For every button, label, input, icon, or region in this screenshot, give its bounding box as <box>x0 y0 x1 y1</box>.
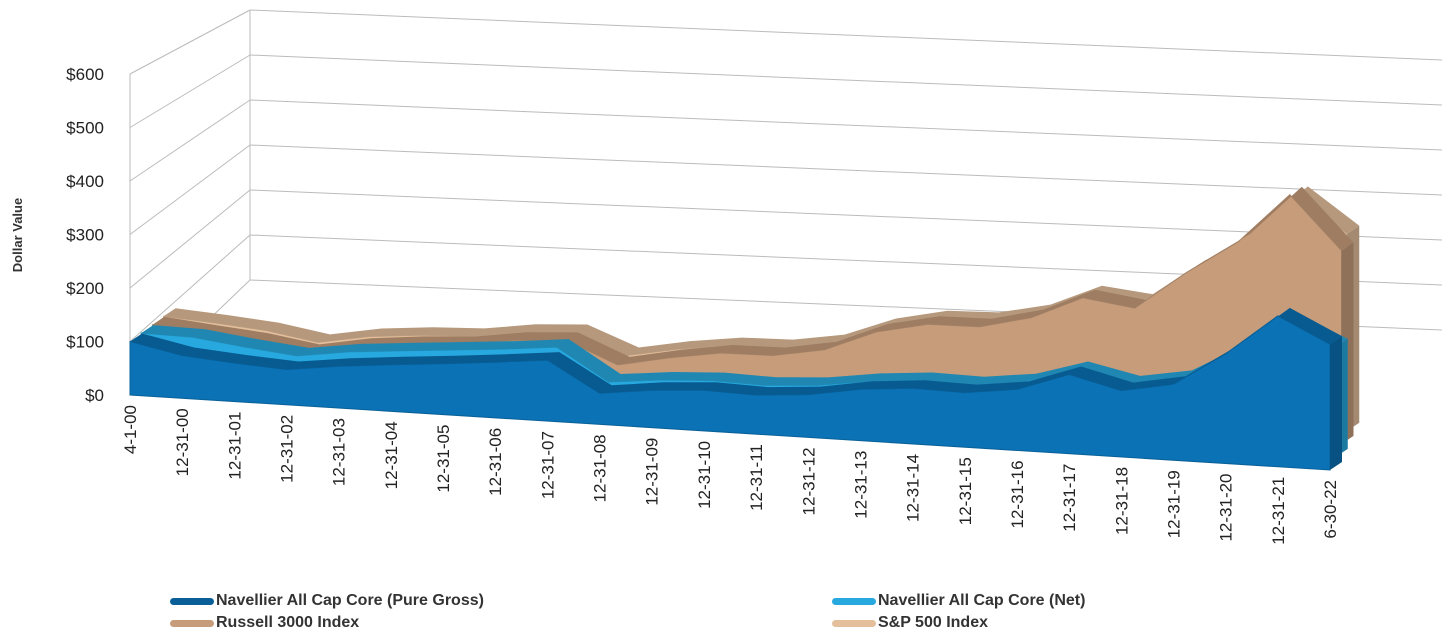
gridline-side <box>129 189 251 289</box>
y-tick-label: $0 <box>85 386 104 405</box>
x-tick-label: 12-31-04 <box>382 421 401 489</box>
series-side <box>1330 336 1342 470</box>
series-top <box>141 312 1348 386</box>
x-tick-label: 12-31-06 <box>486 428 505 496</box>
x-tick-label: 12-31-12 <box>799 447 818 515</box>
x-tick-label: 12-31-17 <box>1060 464 1079 532</box>
gridline-back <box>249 9 1442 61</box>
gridline-back <box>249 99 1442 151</box>
x-tick-label: 12-31-14 <box>904 454 923 522</box>
x-tick-label: 12-31-11 <box>747 444 766 511</box>
x-tick-label: 6-30-22 <box>1321 480 1340 539</box>
x-tick-label: 12-31-20 <box>1217 473 1236 541</box>
gridline-back <box>249 144 1442 196</box>
x-tick-label: 12-31-19 <box>1164 470 1183 538</box>
y-tick-label: $400 <box>66 172 104 191</box>
x-tick-label: 12-31-13 <box>851 451 870 519</box>
y-tick-label: $200 <box>66 279 104 298</box>
x-tick-label: 12-31-01 <box>225 412 244 480</box>
gridline-side <box>129 9 251 75</box>
x-tick-label: 12-31-05 <box>434 425 453 493</box>
gridlines <box>129 9 1442 396</box>
x-tick-label: 12-31-21 <box>1269 477 1288 545</box>
y-axis-ticks: $0 $100 $200 $300 $400 $500 $600 <box>66 65 104 405</box>
x-tick-label: 12-31-07 <box>538 431 557 499</box>
x-tick-label: 12-31-00 <box>173 408 192 476</box>
x-tick-label: 12-31-03 <box>330 418 349 486</box>
x-tick-label: 12-31-10 <box>695 441 714 509</box>
gridline-side <box>129 54 251 128</box>
x-tick-label: 12-31-15 <box>956 457 975 525</box>
x-axis-ticks: 4-1-00 12-31-00 12-31-01 12-31-02 12-31-03 12… <box>121 405 1340 545</box>
y-tick-label: $500 <box>66 119 104 138</box>
gridline-side <box>129 99 251 182</box>
y-tick-label: $100 <box>66 333 104 352</box>
gridline-back <box>249 189 1442 241</box>
y-tick-label: $600 <box>66 65 104 84</box>
x-tick-label: 12-31-18 <box>1112 467 1131 535</box>
x-tick-label: 12-31-09 <box>643 438 662 506</box>
x-tick-label: 12-31-02 <box>278 415 297 483</box>
series-layer <box>129 186 1360 471</box>
y-axis-label: Dollar Value <box>10 198 25 272</box>
x-tick-label: 12-31-16 <box>1008 460 1027 528</box>
gridline-side <box>129 234 251 342</box>
x-tick-label: 12-31-08 <box>591 434 610 502</box>
gridline-side <box>129 144 251 235</box>
y-tick-label: $300 <box>66 226 104 245</box>
x-tick-label: 4-1-00 <box>121 405 140 454</box>
gridline-back <box>249 54 1442 106</box>
